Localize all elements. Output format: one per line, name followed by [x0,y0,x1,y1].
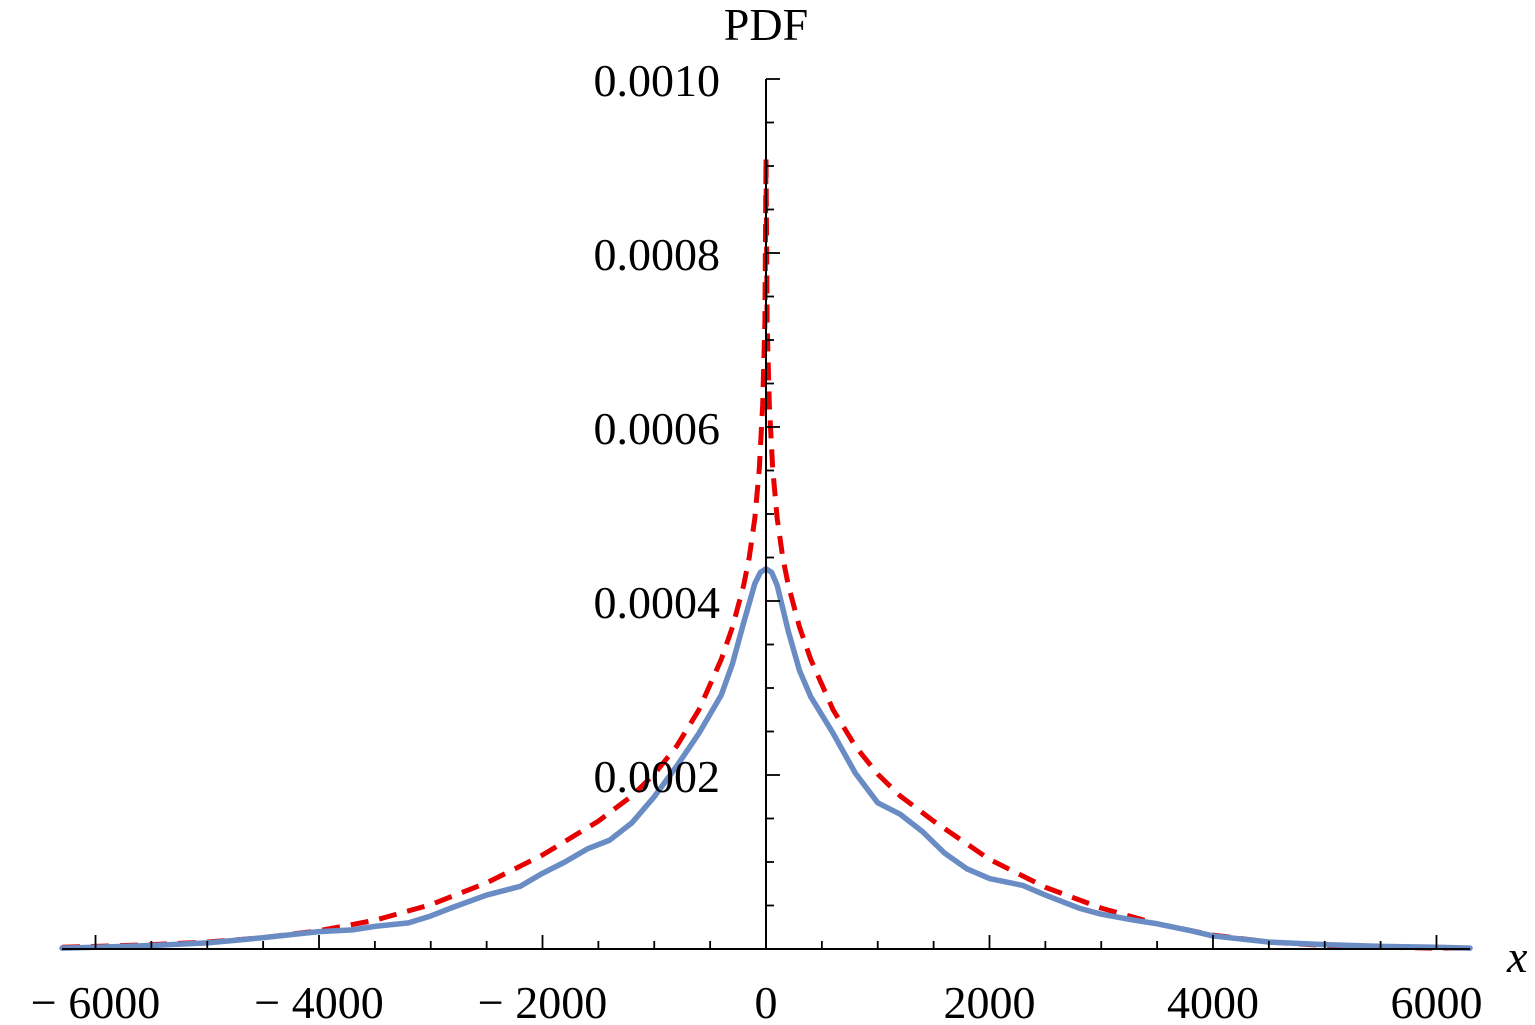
y-tick-label: 0.0008 [594,229,721,280]
x-tick-label: − 6000 [31,977,160,1025]
y-tick-label: 0.0002 [594,751,721,802]
x-tick-label: 6000 [1390,977,1482,1025]
x-tick-label: − 2000 [478,977,607,1025]
ticks: − 6000 − 4000 − 2000 0 2000 4000 6000 0.0002 0.0… [31,55,1483,1025]
y-tick-label: 0.0006 [594,403,721,454]
y-tick-label: 0.0010 [594,55,721,106]
x-tick-label: 2000 [943,977,1035,1025]
x-tick-label: 4000 [1167,977,1259,1025]
x-tick-label: 0 [755,977,778,1025]
x-axis-title: x [1506,931,1528,982]
x-tick-label: − 4000 [254,977,383,1025]
y-tick-label: 0.0004 [594,577,721,628]
y-axis-title: PDF [724,0,808,50]
series-line-1 [61,154,1470,951]
